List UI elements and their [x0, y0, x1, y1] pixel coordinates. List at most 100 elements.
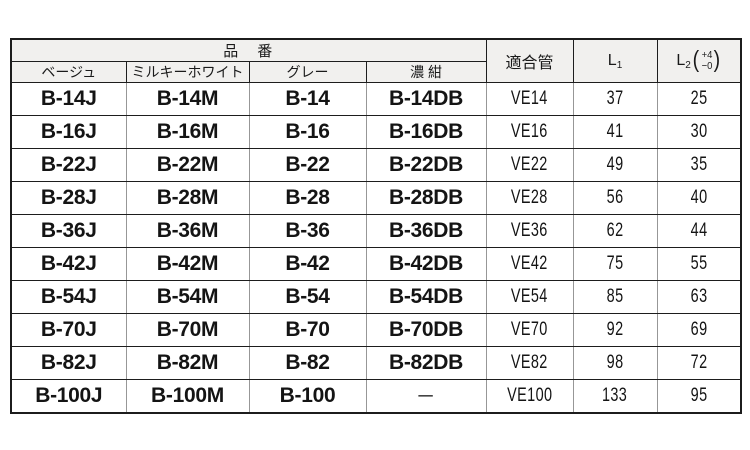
- pipe-cell: VE100: [485, 379, 574, 413]
- l2-cell: 63: [656, 280, 742, 314]
- table-row: B-70J B-70M B-70 B-70DB VE70 92 69: [10, 313, 742, 347]
- l1-label: L: [607, 52, 617, 69]
- part-number-cell: B-14: [248, 82, 367, 116]
- part-number-cell: B-42DB: [365, 247, 487, 281]
- part-number-cell: B-100M: [125, 379, 250, 413]
- pipe-cell: VE70: [485, 313, 574, 347]
- table-row: B-22J B-22M B-22 B-22DB VE22 49 35: [10, 148, 742, 182]
- l2-cell: 55: [656, 247, 742, 281]
- l2-cell: 44: [656, 214, 742, 248]
- part-number-cell: B-22DB: [365, 148, 487, 182]
- tolerance-open-paren: (: [692, 46, 699, 72]
- l2-cell: 25: [656, 82, 742, 116]
- part-number-cell: B-82DB: [365, 346, 487, 380]
- part-number-cell: B-14J: [10, 82, 127, 116]
- l2-cell: 35: [656, 148, 742, 182]
- pipe-column-header: 適合管: [485, 38, 574, 83]
- l1-cell: 41: [572, 115, 658, 149]
- part-number-cell: B-100: [248, 379, 367, 413]
- table-row: B-36J B-36M B-36 B-36DB VE36 62 44: [10, 214, 742, 248]
- table-row: B-54J B-54M B-54 B-54DB VE54 85 63: [10, 280, 742, 314]
- tolerance-plus: +4: [701, 48, 712, 61]
- pipe-cell: VE82: [485, 346, 574, 380]
- l2-label: L2: [676, 52, 691, 71]
- part-number-cell: B-28: [248, 181, 367, 215]
- l2-cell: 69: [656, 313, 742, 347]
- l2-column-header: L2 ( +4 −0 ): [656, 38, 742, 83]
- col-header-dark-navy: 濃 紺: [365, 61, 487, 83]
- l1-cell: 56: [572, 181, 658, 215]
- part-number-cell: B-42: [248, 247, 367, 281]
- header-row-colors: ベージュ ミルキーホワイト グレー 濃 紺: [10, 61, 741, 83]
- l2-cell: 30: [656, 115, 742, 149]
- part-number-cell: B-28M: [125, 181, 250, 215]
- l1-column-header: L1: [572, 38, 658, 83]
- part-number-cell: B-36M: [125, 214, 250, 248]
- part-number-cell: B-36DB: [365, 214, 487, 248]
- part-number-cell: B-22M: [125, 148, 250, 182]
- no-part-dash-cell: —: [365, 379, 487, 413]
- tolerance-close-paren: ): [714, 46, 721, 72]
- part-number-cell: B-54DB: [365, 280, 487, 314]
- part-number-cell: B-36: [248, 214, 367, 248]
- col-header-milky-white: ミルキーホワイト: [125, 61, 250, 83]
- table-row: B-28J B-28M B-28 B-28DB VE28 56 40: [10, 181, 742, 215]
- part-number-cell: B-28J: [10, 181, 127, 215]
- col-header-beige: ベージュ: [10, 61, 127, 83]
- part-number-group-header: 品 番: [10, 38, 487, 62]
- pipe-cell: VE22: [485, 148, 574, 182]
- part-number-cell: B-54M: [125, 280, 250, 314]
- l1-cell: 133: [572, 379, 658, 413]
- l1-cell: 85: [572, 280, 658, 314]
- l2-cell: 95: [656, 379, 742, 413]
- pipe-cell: VE54: [485, 280, 574, 314]
- l1-cell: 75: [572, 247, 658, 281]
- part-number-cell: B-16DB: [365, 115, 487, 149]
- pipe-cell: VE36: [485, 214, 574, 248]
- l1-cell: 37: [572, 82, 658, 116]
- table-row: B-100J B-100M B-100 — VE100 133 95: [10, 379, 742, 413]
- spec-table: 品 番 適合管 L1 L2 ( +4 −0 ) ベージュ: [10, 38, 743, 414]
- l2-label-group: L2 ( +4 −0 ): [676, 46, 721, 76]
- part-number-cell: B-42J: [10, 247, 127, 281]
- l1-cell: 92: [572, 313, 658, 347]
- tolerance-minus: −0: [701, 60, 712, 72]
- part-number-cell: B-22: [248, 148, 367, 182]
- part-number-cell: B-100J: [10, 379, 127, 413]
- table-row: B-16J B-16M B-16 B-16DB VE16 41 30: [10, 115, 742, 149]
- header-row-group: 品 番 適合管 L1 L2 ( +4 −0 ): [10, 38, 742, 83]
- pipe-cell: VE42: [485, 247, 574, 281]
- part-number-cell: B-82J: [10, 346, 127, 380]
- part-number-cell: B-16J: [10, 115, 127, 149]
- part-number-cell: B-14M: [125, 82, 250, 116]
- part-number-cell: B-82M: [125, 346, 250, 380]
- l1-subscript: 1: [616, 60, 623, 71]
- part-number-cell: B-16M: [125, 115, 250, 149]
- part-number-cell: B-82: [248, 346, 367, 380]
- part-number-cell: B-70J: [10, 313, 127, 347]
- pipe-cell: VE14: [485, 82, 574, 116]
- part-number-cell: B-14DB: [365, 82, 487, 116]
- part-number-cell: B-70M: [125, 313, 250, 347]
- tolerance-stack: +4 −0: [701, 48, 713, 72]
- part-number-cell: B-54: [248, 280, 367, 314]
- part-number-cell: B-36J: [10, 214, 127, 248]
- pipe-cell: VE16: [485, 115, 574, 149]
- part-number-cell: B-54J: [10, 280, 127, 314]
- pipe-cell: VE28: [485, 181, 574, 215]
- part-number-cell: B-22J: [10, 148, 127, 182]
- part-number-cell: B-70DB: [365, 313, 487, 347]
- table-row: B-42J B-42M B-42 B-42DB VE42 75 55: [10, 247, 742, 281]
- part-number-cell: B-70: [248, 313, 367, 347]
- l1-cell: 49: [572, 148, 658, 182]
- col-header-gray: グレー: [248, 61, 367, 83]
- l2-cell: 72: [656, 346, 742, 380]
- l1-cell: 98: [572, 346, 658, 380]
- table-row: B-14J B-14M B-14 B-14DB VE14 37 25: [10, 82, 742, 116]
- table-row: B-82J B-82M B-82 B-82DB VE82 98 72: [10, 346, 742, 380]
- l2-cell: 40: [656, 181, 742, 215]
- part-number-cell: B-42M: [125, 247, 250, 281]
- part-number-cell: B-16: [248, 115, 367, 149]
- l1-cell: 62: [572, 214, 658, 248]
